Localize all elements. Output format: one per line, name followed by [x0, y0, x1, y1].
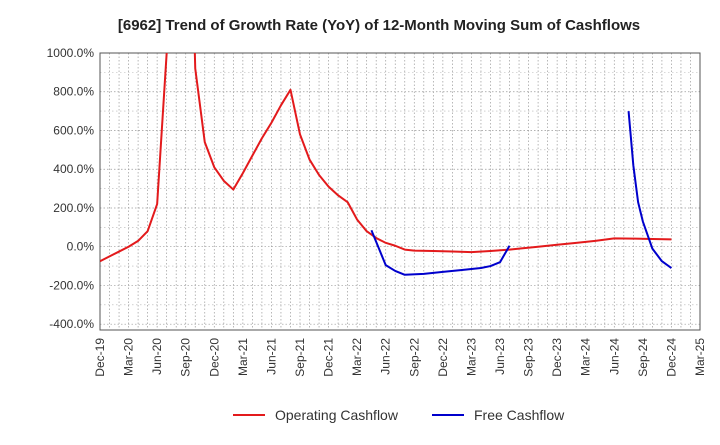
chart-title: [6962] Trend of Growth Rate (YoY) of 12-… [118, 17, 640, 34]
x-tick-label: Mar-23 [464, 338, 478, 376]
plot-frame [99, 52, 701, 331]
x-tick-label: Sep-24 [636, 338, 650, 377]
y-tick-label: -200.0% [49, 278, 94, 292]
y-tick-label: 1000.0% [47, 46, 95, 60]
legend: Operating Cashflow Free Cashflow [233, 407, 565, 423]
y-axis-tick-labels: 1000.0% 800.0% 600.0% 400.0% 200.0% 0.0% -200.… [47, 46, 95, 331]
x-tick-label: Dec-24 [664, 338, 678, 377]
x-tick-label: Sep-23 [522, 338, 536, 377]
x-axis-tick-labels: Dec-19 Mar-20 Jun-20 Sep-20 Dec-20 Mar-21 Jun-… [93, 338, 707, 377]
x-tick-label: Mar-20 [122, 338, 136, 376]
x-tick-label: Dec-21 [322, 338, 336, 377]
y-tick-label: 800.0% [53, 85, 94, 99]
series-line-free-cashflow [370, 111, 673, 276]
x-tick-label: Sep-20 [179, 338, 193, 377]
grid [99, 52, 701, 330]
series-line-operating-cashflow [100, 53, 672, 263]
y-tick-label: 0.0% [67, 240, 95, 254]
y-tick-label: -400.0% [49, 317, 94, 331]
x-tick-label: Mar-21 [236, 338, 250, 376]
x-tick-label: Jun-20 [150, 338, 164, 375]
legend-label: Free Cashflow [474, 407, 565, 423]
y-tick-label: 600.0% [53, 123, 94, 137]
plot-area [100, 53, 700, 330]
x-tick-label: Mar-24 [579, 338, 593, 376]
x-tick-label: Sep-21 [293, 338, 307, 377]
x-tick-label: Dec-20 [207, 338, 221, 377]
x-tick-label: Jun-22 [379, 338, 393, 375]
x-tick-label: Dec-23 [550, 338, 564, 377]
x-tick-label: Jun-24 [607, 338, 621, 375]
x-tick-label: Dec-22 [436, 338, 450, 377]
series-lines [100, 53, 673, 276]
y-tick-label: 200.0% [53, 201, 94, 215]
x-tick-label: Mar-25 [693, 338, 707, 376]
y-tick-label: 400.0% [53, 162, 94, 176]
x-tick-label: Jun-21 [264, 338, 278, 375]
axes [99, 52, 701, 331]
x-tick-label: Dec-19 [93, 338, 107, 377]
x-tick-label: Mar-22 [350, 338, 364, 376]
x-tick-label: Jun-23 [493, 338, 507, 375]
legend-label: Operating Cashflow [275, 407, 399, 423]
x-tick-label: Sep-22 [407, 338, 421, 377]
